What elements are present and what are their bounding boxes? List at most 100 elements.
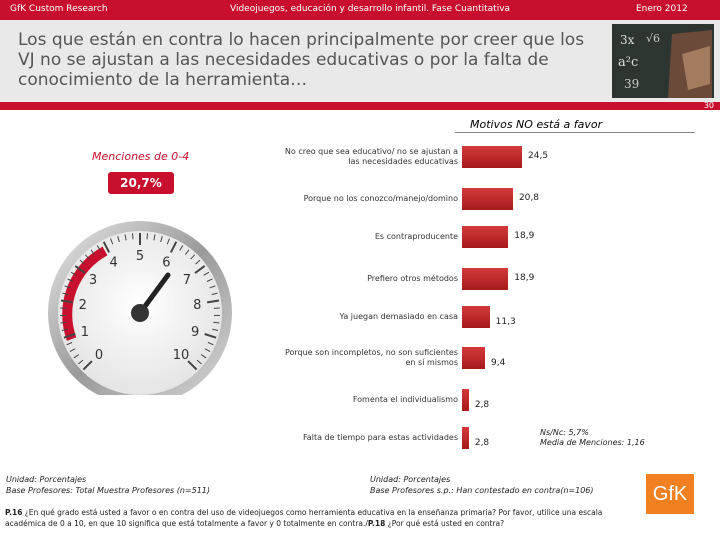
bar-category-label: Porque son incompletos, no son suficient…	[284, 348, 458, 367]
page-number: 30	[703, 101, 714, 110]
gauge-minor-tick	[117, 236, 120, 243]
bar-value-label: 20,8	[518, 193, 539, 203]
gauge-minor-tick	[131, 233, 134, 240]
chart-title-underline	[455, 132, 695, 133]
base-line: Base Profesores: Total Muestra Profesore…	[6, 486, 210, 495]
bar-value-label: 9,4	[491, 358, 506, 368]
gauge-red-zone	[62, 246, 108, 341]
bar-category-label: No creo que sea educativo/ no se ajustan…	[284, 147, 458, 166]
gauge-minor-tick	[84, 254, 90, 260]
nsnc-line: Ns/Nc: 5,7%	[540, 428, 589, 437]
gauge-minor-tick	[146, 233, 149, 240]
gauge-major-tick	[63, 333, 76, 339]
nsnc-note: Ns/Nc: 5,7% Media de Menciones: 1,16	[540, 428, 645, 448]
gauge-minor-tick	[179, 245, 184, 251]
bar	[462, 226, 509, 248]
header-date: Enero 2012	[636, 4, 688, 14]
gauge-tick-label: 9	[191, 325, 199, 340]
bar-category-label: Fomenta el individualismo	[352, 395, 458, 404]
gauge-minor-tick	[166, 238, 170, 245]
gauge-tick-label: 8	[193, 298, 201, 313]
svg-text:3x: 3x	[620, 33, 635, 47]
gauge-major-tick	[102, 241, 111, 253]
gauge-minor-tick	[90, 249, 96, 255]
unit-line: Unidad: Porcentajes	[370, 475, 451, 484]
unit-note-left: Unidad: Porcentajes Base Profesores: Tot…	[6, 474, 210, 496]
gauge-minor-tick	[124, 234, 127, 241]
gauge-tick-label: 4	[110, 255, 118, 270]
footnote-p18-text: ¿Por qué está usted en contra?	[385, 519, 505, 528]
bar-value-label: 18,9	[514, 231, 535, 241]
gauge-major-tick	[187, 360, 198, 371]
gauge-minor-tick	[61, 328, 68, 331]
gauge-minor-tick	[207, 341, 214, 346]
gauge-label: Menciones de 0-4	[92, 150, 190, 163]
footnote: P.16 ¿En qué grado está usted a favor o …	[5, 507, 645, 529]
gauge-minor-tick	[213, 321, 220, 324]
gauge-tick-label: 10	[173, 348, 190, 363]
gauge-minor-tick	[203, 271, 210, 276]
gauge-major-tick	[204, 333, 217, 339]
header-company: GfK Custom Research	[10, 4, 108, 14]
bar-value-label: 2,8	[474, 438, 490, 448]
gauge-minor-tick	[200, 354, 207, 359]
bar	[462, 188, 513, 210]
bar-category-label: Es contraproducente	[374, 232, 458, 241]
gauge-minor-tick	[70, 271, 77, 276]
bar	[462, 146, 522, 168]
gauge-minor-tick	[78, 359, 84, 365]
bar	[462, 389, 469, 411]
unit-line: Unidad: Porcentajes	[6, 475, 87, 484]
gauge-major-tick	[207, 299, 220, 304]
chart-title: Motivos NO está a favor	[470, 118, 603, 131]
svg-text:39: 39	[624, 77, 639, 91]
bar-category-label: Ya juegan demasiado en casa	[339, 312, 458, 321]
bar-category-label: Prefiero otros métodos	[367, 274, 458, 283]
gauge-minor-tick	[67, 278, 74, 282]
gauge-major-tick	[82, 360, 93, 371]
footnote-p16-text: ¿En qué grado está usted a favor o en co…	[5, 508, 603, 528]
gauge-minor-tick	[204, 348, 211, 352]
gauge-tick-label: 3	[89, 273, 97, 288]
gauge-tick-label: 1	[81, 325, 89, 340]
gauge-minor-tick	[195, 259, 201, 265]
gauge-tick-label: 6	[162, 255, 170, 270]
bar-category-label: Falta de tiempo para estas actividades	[302, 433, 458, 442]
gauge-minor-tick	[60, 321, 67, 324]
svg-text:a²c: a²c	[618, 55, 638, 70]
gauge-major-tick	[60, 299, 73, 304]
gfk-logo: GfK	[646, 474, 694, 514]
gauge-tick-label: 5	[136, 249, 144, 264]
footnote-p16-ref: P.16	[5, 508, 23, 517]
gauge-minor-tick	[110, 238, 114, 245]
gauge-minor-tick	[209, 285, 216, 289]
chalkboard-photo: 3x √6 a²c 39	[612, 24, 714, 98]
gauge-minor-tick	[73, 354, 80, 359]
slide-title: Los que están en contra lo hacen princip…	[18, 30, 585, 90]
gauge-minor-tick	[69, 348, 76, 352]
gauge-minor-tick	[184, 249, 190, 255]
gauge-major-tick	[194, 265, 206, 274]
gauge-major-tick	[169, 241, 178, 253]
unit-note-right: Unidad: Porcentajes Base Profesores s.p.…	[370, 474, 594, 496]
gauge-value-badge: 20,7%	[108, 172, 174, 194]
gauge-minor-tick	[62, 292, 69, 296]
bar-value-label: 24,5	[528, 151, 549, 161]
title-box	[0, 20, 720, 102]
gauge-tick-label: 7	[183, 273, 191, 288]
gauge-minor-tick	[96, 245, 101, 251]
bar	[462, 306, 490, 328]
svg-text:√6: √6	[646, 32, 660, 45]
gauge-minor-tick	[79, 259, 85, 265]
bar	[462, 427, 469, 449]
gauge-minor-tick	[190, 254, 196, 260]
gauge-minor-tick	[212, 328, 219, 331]
footnote-p18-ref: P.18	[367, 519, 386, 528]
gauge-tick-label: 0	[95, 348, 103, 363]
divider-bar	[0, 102, 720, 110]
gauge-minor-tick	[196, 359, 202, 365]
gauge-minor-tick	[64, 285, 71, 289]
top-bar: GfK Custom Research Videojuegos, educaci…	[0, 0, 720, 20]
bar-value-label: 18,9	[514, 273, 535, 283]
bar	[462, 268, 509, 290]
